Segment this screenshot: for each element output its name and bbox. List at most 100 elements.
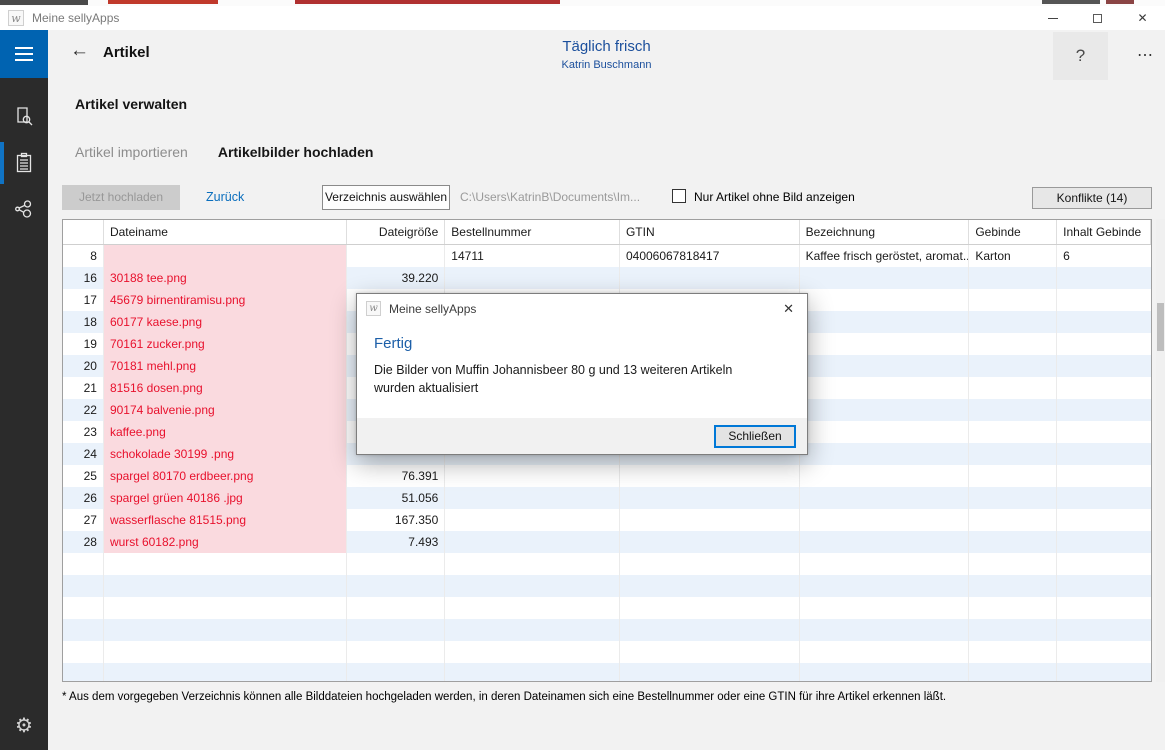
cell-file: 81516 dosen.png: [103, 377, 348, 399]
cell-content: [1057, 487, 1151, 509]
table-row[interactable]: 23 kaffee.png: [63, 421, 1151, 443]
cell-empty: [1057, 619, 1151, 641]
dialog-message: Die Bilder von Muffin Johannisbeer 80 g …: [374, 363, 733, 395]
cell-empty: [969, 553, 1058, 575]
conflicts-button[interactable]: Konflikte (14): [1032, 187, 1152, 209]
table-row[interactable]: 19 70161 zucker.png: [63, 333, 1151, 355]
table-row[interactable]: 28 wurst 60182.png 7.493: [63, 531, 1151, 553]
cell-content: [1057, 421, 1151, 443]
cell-name: [800, 355, 970, 377]
back-arrow-button[interactable]: ←: [70, 40, 89, 61]
cell-content: 6: [1063, 249, 1070, 263]
table-row[interactable]: 8 14711 04006067818417 Kaffee frisch geröst…: [63, 245, 1151, 267]
column-header-file[interactable]: Dateiname: [104, 220, 348, 244]
cell-empty: [63, 553, 104, 575]
back-link[interactable]: Zurück: [206, 190, 245, 204]
cell-empty: [347, 663, 446, 681]
cell-file: schokolade 30199 .png: [103, 443, 348, 465]
column-header-num[interactable]: [63, 220, 104, 244]
table-row-empty: [63, 619, 1151, 641]
cell-empty: [800, 553, 970, 575]
account-user: Katrin Buschmann: [561, 59, 652, 71]
sidebar-item-article-search[interactable]: [0, 94, 48, 140]
tab-artikel-importieren[interactable]: Artikel importieren: [75, 144, 188, 160]
cell-empty: [104, 575, 348, 597]
cell-name: [800, 377, 970, 399]
cell-empty: [1057, 553, 1151, 575]
cell-file: 60177 kaese.png: [103, 311, 348, 333]
sidebar-item-share[interactable]: [0, 186, 48, 232]
settings-button[interactable]: ⚙: [0, 708, 48, 742]
cell-empty: [1057, 575, 1151, 597]
share-network-icon: [15, 200, 32, 218]
cell-name: [800, 465, 970, 487]
cell-size: 39.220: [347, 267, 446, 289]
maximize-button[interactable]: [1075, 6, 1120, 30]
help-button[interactable]: ?: [1053, 32, 1108, 80]
cell-content: [1057, 355, 1151, 377]
cell-order: [445, 267, 620, 289]
table-row[interactable]: 21 81516 dosen.png: [63, 377, 1151, 399]
table-row[interactable]: 16 30188 tee.png 39.220: [63, 267, 1151, 289]
close-button[interactable]: ✕: [1120, 6, 1165, 30]
cell-empty: [969, 663, 1058, 681]
table-row[interactable]: 17 45679 birnentiramisu.png: [63, 289, 1151, 311]
minimize-button[interactable]: [1030, 6, 1075, 30]
scrollbar-thumb[interactable]: [1157, 303, 1164, 351]
table-row-empty: [63, 575, 1151, 597]
cell-empty: [969, 575, 1058, 597]
cell-empty: [347, 641, 446, 663]
cell-empty: [104, 553, 348, 575]
cell-empty: [1057, 663, 1151, 681]
column-header-order[interactable]: Bestellnummer: [445, 220, 620, 244]
background-fragment: [0, 0, 88, 5]
dialog-schliessen-button[interactable]: Schließen: [714, 425, 796, 448]
cell-name: [800, 399, 970, 421]
hamburger-menu-button[interactable]: [0, 30, 48, 78]
table-row[interactable]: 26 spargel grüen 40186 .jpg 51.056: [63, 487, 1151, 509]
cell-order: [445, 509, 620, 531]
tab-artikelbilder-hochladen[interactable]: Artikelbilder hochladen: [217, 144, 374, 160]
column-header-name[interactable]: Bezeichnung: [800, 220, 970, 244]
cell-file: [103, 245, 348, 267]
column-header-size[interactable]: Dateigröße: [347, 220, 446, 244]
cell-empty: [445, 641, 620, 663]
cell-gtin: [620, 509, 800, 531]
cell-empty: [445, 663, 620, 681]
background-fragment: [295, 0, 560, 4]
upload-now-button[interactable]: Jetzt hochladen: [62, 185, 180, 210]
only-without-image-checkbox[interactable]: [672, 189, 686, 203]
background-fragment: [1106, 0, 1134, 4]
cell-content: [1057, 311, 1151, 333]
cell-empty: [969, 597, 1058, 619]
table-row[interactable]: 27 wasserflasche 81515.png 167.350: [63, 509, 1151, 531]
cell-empty: [445, 619, 620, 641]
cell-empty: [800, 641, 970, 663]
cell-num: 21: [63, 377, 104, 399]
dialog-titlebar: w Meine sellyApps ✕: [357, 294, 807, 323]
vertical-scrollbar[interactable]: [1156, 219, 1165, 682]
cell-content: [1057, 443, 1151, 465]
dialog-close-button[interactable]: ✕: [783, 300, 794, 316]
table-body: 8 14711 04006067818417 Kaffee frisch geröst…: [63, 245, 1151, 681]
sidebar-item-article-list[interactable]: [0, 140, 48, 186]
hamburger-icon: [15, 47, 33, 49]
cell-num: 27: [63, 509, 104, 531]
table-row[interactable]: 25 spargel 80170 erdbeer.png 76.391: [63, 465, 1151, 487]
dialog-heading: Fertig: [374, 335, 413, 352]
cell-unit: [969, 421, 1058, 443]
footnote: * Aus dem vorgegeben Verzeichnis können …: [62, 691, 947, 703]
more-options-button[interactable]: ⋯: [1137, 47, 1155, 64]
cell-name: [800, 531, 970, 553]
column-header-unit[interactable]: Gebinde: [969, 220, 1058, 244]
column-header-content[interactable]: Inhalt Gebinde: [1057, 220, 1151, 244]
cell-name: [800, 487, 970, 509]
column-header-gtin[interactable]: GTIN: [620, 220, 800, 244]
cell-empty: [347, 553, 446, 575]
dialog-title: Meine sellyApps: [389, 301, 477, 316]
cell-num: 24: [63, 443, 104, 465]
cell-order: 14711: [445, 245, 620, 267]
background-window-artifact: [0, 0, 1165, 6]
dialog-footer: Schließen: [357, 418, 807, 454]
choose-directory-button[interactable]: Verzeichnis auswählen: [322, 185, 450, 210]
